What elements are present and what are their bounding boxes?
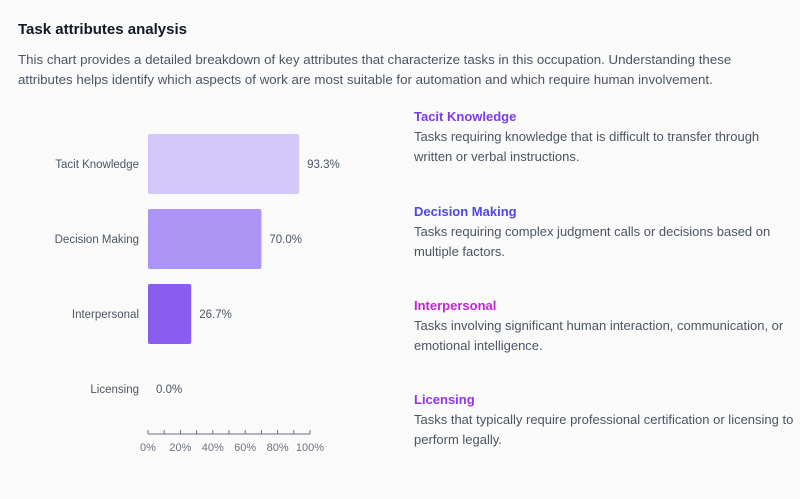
legend-description: Tasks involving significant human intera… (414, 318, 784, 353)
legend-description: Tasks requiring complex judgment calls o… (414, 224, 771, 259)
value-label: 26.7% (199, 309, 232, 321)
x-tick-label: 60% (234, 442, 256, 454)
category-label: Decision Making (55, 234, 139, 246)
legend-item-decision-making: Decision Making Tasks requiring complex … (414, 204, 794, 261)
section-title: Task attributes analysis (18, 21, 187, 38)
bar (148, 284, 192, 344)
x-tick-label: 100% (296, 442, 324, 454)
legend-item-interpersonal: Interpersonal Tasks involving significan… (414, 298, 794, 355)
x-tick-label: 80% (267, 442, 289, 454)
category-label: Interpersonal (72, 309, 139, 321)
section-description: This chart provides a detailed breakdown… (18, 52, 732, 87)
legend-heading: Tacit Knowledge (414, 109, 517, 124)
value-label: 93.3% (307, 159, 340, 171)
x-tick-label: 0% (140, 442, 156, 454)
category-label: Tacit Knowledge (55, 159, 139, 171)
category-label: Licensing (90, 384, 139, 396)
legend-description: Tasks requiring knowledge that is diffic… (414, 129, 760, 164)
x-tick-label: 20% (169, 442, 191, 454)
value-label: 0.0% (156, 384, 182, 396)
attributes-bar-chart: Tacit Knowledge 93.3% Decision Making 70.0%… (55, 134, 340, 454)
value-label: 70.0% (269, 234, 302, 246)
bar (148, 209, 262, 269)
legend-description: Tasks that typically require professiona… (414, 412, 794, 447)
bar (148, 134, 300, 194)
x-tick-label: 40% (202, 442, 224, 454)
legend-heading: Interpersonal (414, 298, 497, 313)
legend-item-tacit-knowledge: Tacit Knowledge Tasks requiring knowledg… (414, 109, 794, 166)
legend-heading: Licensing (414, 392, 475, 407)
legend-item-licensing: Licensing Tasks that typically require p… (414, 392, 794, 449)
legend-heading: Decision Making (414, 204, 517, 219)
